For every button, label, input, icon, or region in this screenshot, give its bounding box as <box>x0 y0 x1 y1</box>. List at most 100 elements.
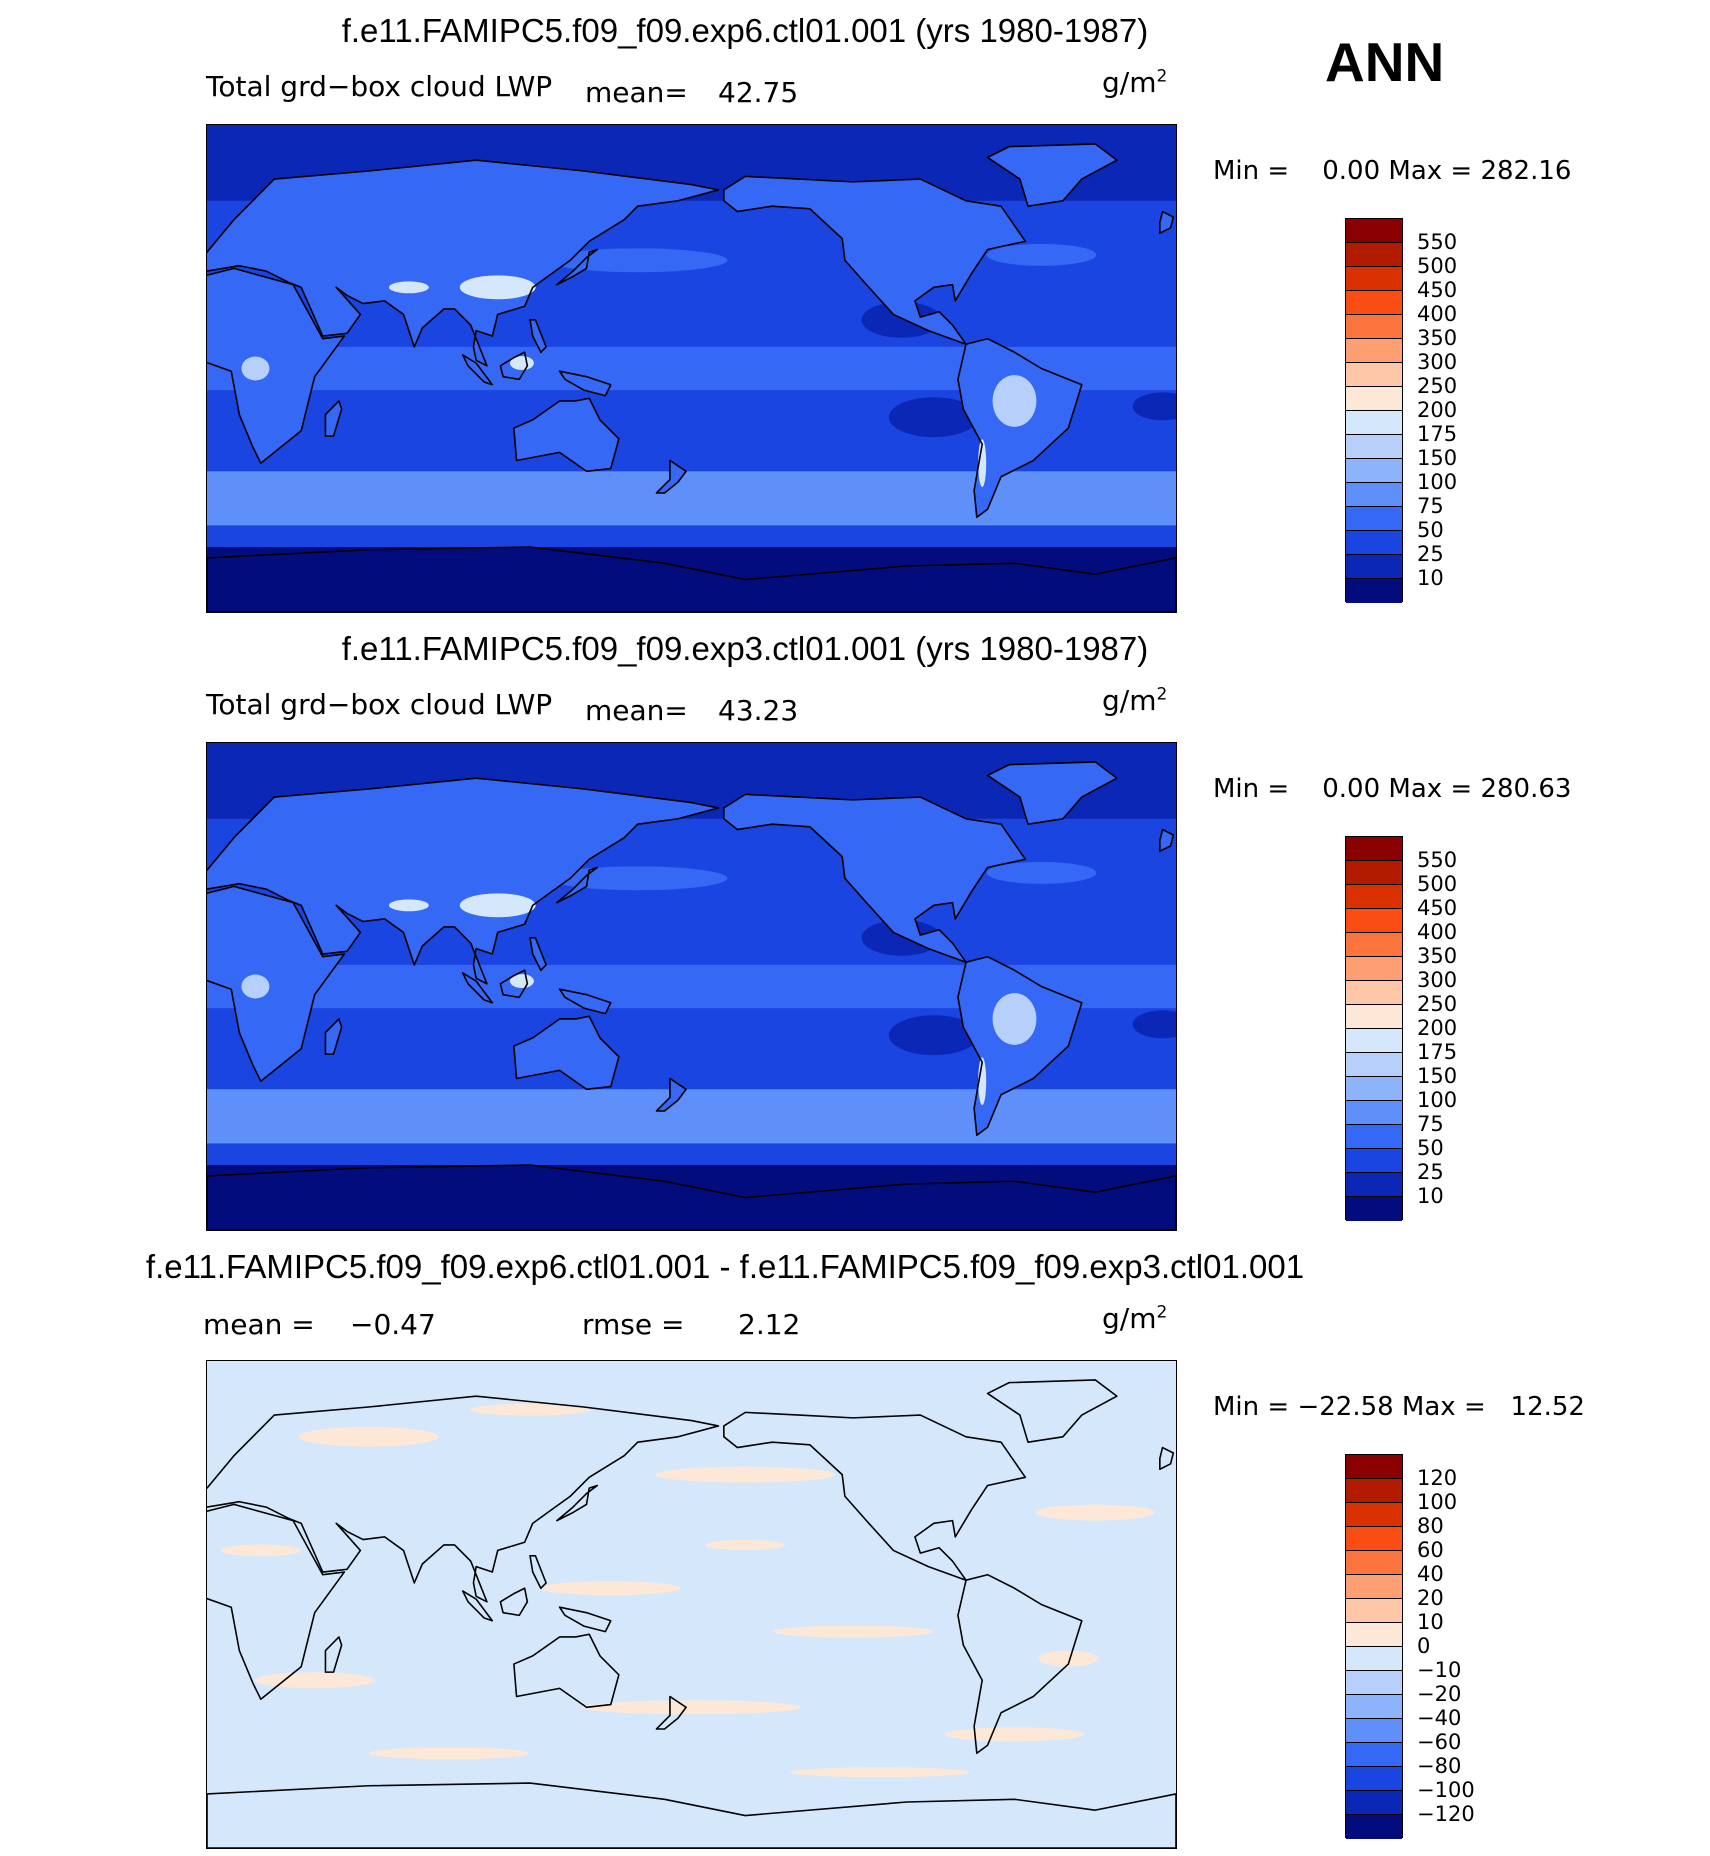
colorbar-tick-label: 10 <box>1417 1184 1444 1208</box>
coastline-madagascar <box>324 1636 343 1673</box>
units-label: g/m2 <box>1102 684 1168 717</box>
colorbar-segment <box>1346 1005 1402 1029</box>
coastline-eurasia <box>207 1395 720 1603</box>
colorbar-segment <box>1346 861 1402 885</box>
coastline-borneo <box>499 969 529 999</box>
mean-value: 42.75 <box>718 76 799 109</box>
field-na-storm-track <box>986 243 1097 266</box>
field-band-antarctic <box>207 1165 1176 1230</box>
colorbar-tick-label: 250 <box>1417 374 1458 398</box>
colorbar-tick-label: 550 <box>1417 230 1458 254</box>
colorbar-segment <box>1346 1743 1402 1767</box>
colorbar-tick-label: −120 <box>1417 1802 1475 1826</box>
coastline-philippines <box>529 319 547 354</box>
coastline-philippines <box>529 937 547 972</box>
colorbar-segment <box>1346 1479 1402 1503</box>
colorbar-segment <box>1346 1671 1402 1695</box>
colorbar-segment <box>1346 1647 1402 1671</box>
colorbar-tick-label: 300 <box>1417 350 1458 374</box>
land-fill-namerica <box>723 794 1026 963</box>
coastline-sumatra <box>461 1590 494 1622</box>
field-positive-anomaly <box>655 1466 836 1483</box>
colorbar-segment <box>1346 1197 1402 1221</box>
coastline-antarctica <box>207 1782 1176 1848</box>
colorbar-segment <box>1346 1455 1402 1479</box>
field-positive-anomaly <box>220 1544 301 1557</box>
colorbar-tick-label: −60 <box>1417 1730 1462 1754</box>
colorbar-tick-label: −40 <box>1417 1706 1462 1730</box>
coastline-japan <box>556 1484 599 1522</box>
min-max-readout: Min = 0.00 Max = 280.63 <box>1213 774 1572 804</box>
coastline-newguinea <box>558 370 612 397</box>
colorbar-tick-label: −20 <box>1417 1682 1462 1706</box>
colorbar-tick-label: 0 <box>1417 1634 1431 1658</box>
colorbar-tick-label: 25 <box>1417 1160 1444 1184</box>
world-map <box>207 743 1176 1230</box>
coastline-japan <box>556 248 599 286</box>
colorbar-segment <box>1346 1791 1402 1815</box>
coastline-samerica <box>957 955 1083 1137</box>
coastline-namerica <box>723 793 1027 963</box>
colorbar-tick-label: 150 <box>1417 1064 1458 1088</box>
colorbar-segment <box>1346 387 1402 411</box>
colorbar-tick-label: 10 <box>1417 1610 1444 1634</box>
colorbar-tick-label: 400 <box>1417 302 1458 326</box>
field-band-southern <box>207 530 1176 548</box>
field-band-storm-track <box>207 471 1176 526</box>
coastline-samerica <box>957 337 1083 519</box>
land-fill-newguinea <box>559 371 611 396</box>
colorbar-segment <box>1346 1053 1402 1077</box>
field-max-maritime <box>509 974 534 989</box>
variable-label: Total grd−box cloud LWP <box>206 70 553 103</box>
colorbar-tick-label: 25 <box>1417 542 1444 566</box>
colorbar-tick-label: 200 <box>1417 398 1458 422</box>
field-positive-anomaly <box>1038 1650 1099 1667</box>
field-band-southern <box>207 1148 1176 1166</box>
land-fill-greenland <box>987 761 1117 825</box>
colorbar-tick-label: 550 <box>1417 848 1458 872</box>
coastline-sumatra <box>461 972 494 1004</box>
field-np-storm-track <box>547 866 728 891</box>
map-difference <box>206 1360 1177 1849</box>
land-fill-philippines <box>530 937 547 971</box>
field-positive-anomaly <box>540 1581 681 1596</box>
field-band-antarctic <box>207 547 1176 612</box>
field-stratocumulus-sp <box>888 397 979 438</box>
coastline-nz <box>655 1077 687 1112</box>
colorbar-segment <box>1346 363 1402 387</box>
coastline-namerica <box>723 175 1027 345</box>
land-fill-greenland <box>987 143 1117 207</box>
land-fill-sumatra <box>462 972 493 1003</box>
field-max-amazon <box>992 375 1037 427</box>
colorbar-tick-label: 450 <box>1417 278 1458 302</box>
colorbar-segment <box>1346 291 1402 315</box>
colorbar-segment <box>1346 507 1402 531</box>
colorbar-tick-label: 300 <box>1417 968 1458 992</box>
colorbar-tick-label: 500 <box>1417 254 1458 278</box>
colorbar-segment <box>1346 1029 1402 1053</box>
field-positive-anomaly <box>705 1539 786 1550</box>
panel-difference: f.e11.FAMIPC5.f09_f09.exp6.ctl01.001 - f… <box>0 1236 1710 1856</box>
colorbar-tick-label: 250 <box>1417 992 1458 1016</box>
colorbar-tick-label: 40 <box>1417 1562 1444 1586</box>
rmse-value: 2.12 <box>738 1308 801 1341</box>
colorbar-segment <box>1346 981 1402 1005</box>
colorbar-segment <box>1346 219 1402 243</box>
colorbar-tick-label: 50 <box>1417 518 1444 542</box>
colorbar-tick-label: 20 <box>1417 1586 1444 1610</box>
land-fill-africa <box>207 268 345 464</box>
colorbar-tick-label: 10 <box>1417 566 1444 590</box>
land-fill-samerica <box>957 338 1082 518</box>
colorbar-tick-label: 80 <box>1417 1514 1444 1538</box>
colorbar-segment <box>1346 1125 1402 1149</box>
field-max-china <box>459 275 536 300</box>
coastline-nz <box>655 1695 687 1730</box>
coastline-namerica <box>723 1411 1027 1581</box>
land-fill-madagascar <box>325 400 342 437</box>
field-max-congo <box>241 974 270 999</box>
colorbar-segment <box>1346 411 1402 435</box>
coastline-philippines <box>529 1555 547 1590</box>
coastline-australia <box>513 1633 620 1709</box>
colorbar-segment <box>1346 1173 1402 1197</box>
colorbar-segment <box>1346 315 1402 339</box>
